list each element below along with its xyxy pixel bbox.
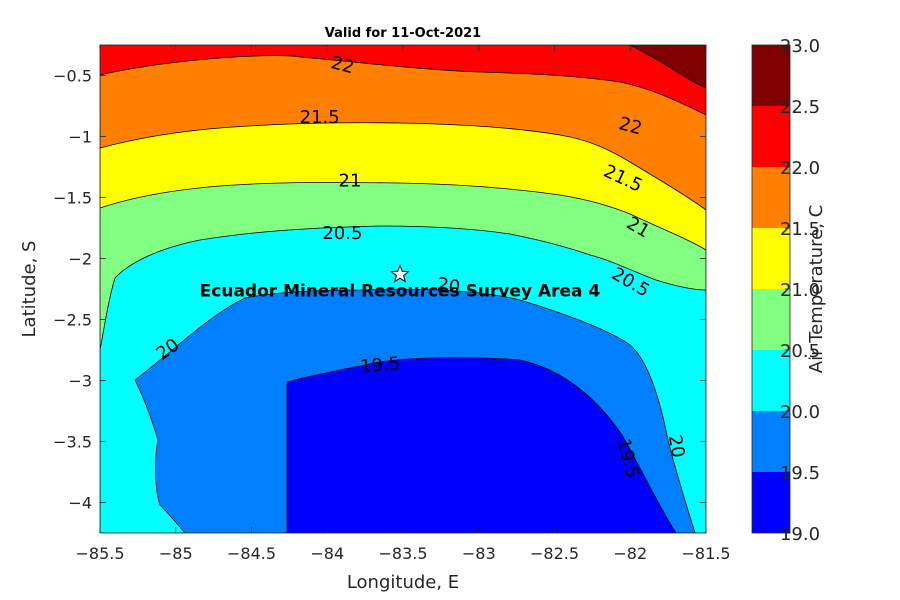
y-tick-label: −2.5 <box>53 311 92 330</box>
y-axis-ticks: −0.5 −1 −1.5 −2 −2.5 −3 −3.5 −4 <box>53 67 706 513</box>
x-tick-label: −82.5 <box>530 544 579 563</box>
colorbar-swatch <box>752 106 790 167</box>
x-tick-label: −84 <box>310 544 344 563</box>
contour-label: 20.5 <box>322 223 362 244</box>
colorbar-swatch <box>752 289 790 350</box>
colorbar-tick-label: 21.0 <box>780 280 820 301</box>
contour-band-22-5 <box>629 45 706 89</box>
colorbar-tick-label: 22.0 <box>780 158 820 179</box>
contour-label: 20 <box>435 274 461 299</box>
y-tick-label: −1 <box>68 128 92 147</box>
x-tick-label: −83 <box>462 544 496 563</box>
colorbar-tick-label: 21.5 <box>780 219 820 240</box>
x-tick-label: −85.5 <box>75 544 124 563</box>
x-tick-label: −83.5 <box>378 544 427 563</box>
colorbar: 19.0 19.5 20.0 20.5 21.0 21.5 22.0 22.5 23.0 <box>751 36 820 545</box>
contour-band-22 <box>100 45 706 116</box>
y-tick-label: −3.5 <box>53 433 92 452</box>
y-tick-label: −1.5 <box>53 189 92 208</box>
colorbar-tick-label: 19.0 <box>780 524 820 545</box>
y-tick-label: −2 <box>68 250 92 269</box>
x-tick-label: −84.5 <box>227 544 276 563</box>
colorbar-tick-label: 23.0 <box>780 36 820 57</box>
colorbar-swatch <box>752 45 790 106</box>
contour-label: 21 <box>339 171 362 192</box>
contour-band-21-5 <box>100 45 706 211</box>
colorbar-swatch <box>752 228 790 289</box>
colorbar-label: Air Temperature, C <box>806 205 827 373</box>
chart-title: Valid for 11-Oct-2021 <box>325 26 481 41</box>
y-tick-label: −4 <box>68 494 92 513</box>
colorbar-swatch <box>752 350 790 411</box>
plot-area <box>100 45 706 533</box>
x-tick-label: −81.5 <box>681 544 730 563</box>
y-tick-label: −3 <box>68 372 92 391</box>
x-tick-label: −85 <box>159 544 193 563</box>
site-marker: Ecuador Mineral Resources Survey Area 4 <box>200 263 601 301</box>
x-tick-label: −82 <box>613 544 647 563</box>
contour-label: 20 <box>664 433 689 459</box>
colorbar-tick-label: 19.5 <box>780 463 820 484</box>
x-axis-ticks: −85.5 −85 −84.5 −84 −83.5 −83 −82.5 −82 −81.5 <box>75 45 731 563</box>
x-axis-label: Longitude, E <box>347 572 459 593</box>
contour-label: 19.5 <box>359 353 401 377</box>
colorbar-swatch <box>752 472 790 533</box>
y-tick-label: −0.5 <box>53 67 92 86</box>
site-label: Ecuador Mineral Resources Survey Area 4 <box>200 281 601 301</box>
site-star-icon <box>390 263 410 283</box>
colorbar-tick-label: 22.5 <box>780 97 820 118</box>
colorbar-swatch <box>752 167 790 228</box>
contour-label: 21.5 <box>300 107 340 128</box>
colorbar-tick-label: 20.0 <box>780 402 820 423</box>
colorbar-swatch <box>752 411 790 472</box>
colorbar-tick-label: 20.5 <box>780 341 820 362</box>
y-axis-label: Latitude, S <box>19 241 40 338</box>
